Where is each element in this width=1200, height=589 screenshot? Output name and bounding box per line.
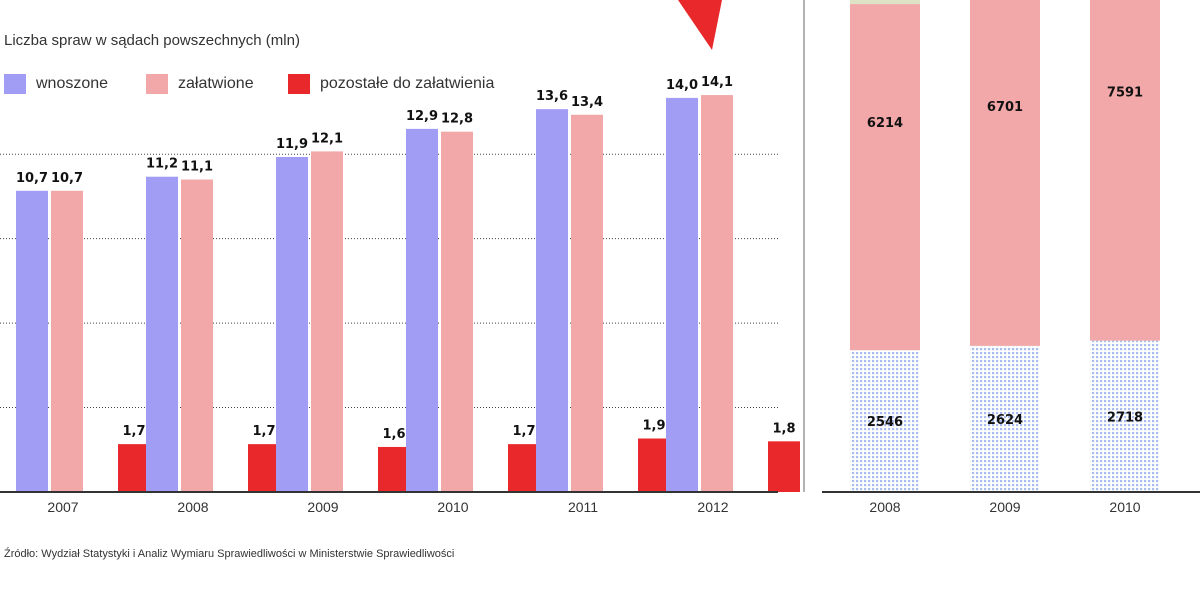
- bar-value-label: 14,1: [701, 75, 733, 90]
- legend-item-wnoszone: wnoszone: [4, 72, 108, 96]
- category-label: 2012: [697, 499, 728, 515]
- legend-item-zalatwione: załatwione: [146, 72, 254, 96]
- stack-bottom-2008: [850, 350, 920, 492]
- bar-value-label: 1,7: [122, 424, 145, 439]
- bar-2011-1: [571, 114, 603, 492]
- bar-value-label: 1,9: [642, 419, 665, 434]
- bar-2009-0: [276, 157, 308, 492]
- legend-label-wnoszone: wnoszone: [36, 75, 109, 92]
- bar-2011-2: [638, 438, 670, 492]
- bar-value-label: 11,2: [146, 157, 178, 172]
- bar-value-label: 1,7: [512, 424, 535, 439]
- bar-value-label: 13,6: [536, 89, 568, 104]
- bar-value-label: 1,8: [772, 421, 795, 436]
- bar-2010-1: [441, 131, 473, 492]
- legend-item-pozostale: pozostałe do załatwienia: [288, 72, 494, 96]
- stack-bottom-2009: [970, 345, 1040, 492]
- bar-value-label: 12,1: [311, 131, 343, 146]
- bar-value-label: 10,7: [16, 171, 48, 186]
- category-label: 2009: [307, 499, 338, 515]
- stack-middle-2010: [1090, 0, 1160, 341]
- category-label: 2009: [989, 499, 1020, 515]
- bar-value-label: 14,0: [666, 78, 698, 93]
- bar-2007-2: [118, 444, 150, 492]
- legend-label-pozostale: pozostałe do załatwienia: [320, 75, 495, 92]
- stack-bottom-2010: [1090, 340, 1160, 492]
- bar-2011-0: [536, 109, 568, 492]
- stack-middle-2009: [970, 0, 1040, 346]
- left-value-labels: 10,7 10,7 1,7 11,2 11,1 1,7 11,9 12,1 1,6 12,9 12,…: [16, 75, 796, 442]
- stack-value-label: 7591: [1107, 85, 1143, 100]
- category-label: 2007: [47, 499, 78, 515]
- right-category-labels: 2008 2009 2010: [869, 499, 1140, 515]
- stack-value-label: 6214: [867, 116, 903, 131]
- right-stacked-bars: [850, 0, 1160, 492]
- legend-swatch-pozostale: [288, 74, 310, 94]
- bar-value-label: 1,7: [252, 424, 275, 439]
- category-label: 2011: [568, 499, 598, 515]
- bar-2012-1: [701, 95, 733, 493]
- bar-2009-1: [311, 151, 343, 492]
- category-label: 2010: [437, 499, 468, 515]
- left-category-labels: 2007 2008 2009 2010 2011 2012: [47, 499, 728, 515]
- stack-value-label: 6701: [987, 100, 1023, 115]
- category-label: 2008: [869, 499, 900, 515]
- bar-2009-2: [378, 446, 410, 492]
- bar-2012-2: [768, 441, 800, 492]
- legend-label-zalatwione: załatwione: [178, 75, 254, 92]
- stack-value-label: 2546: [867, 415, 903, 430]
- stack-top-2008: [850, 0, 920, 5]
- stack-middle-2008: [850, 4, 920, 351]
- bar-value-label: 10,7: [51, 171, 83, 186]
- bar-value-label: 1,6: [382, 427, 405, 442]
- bar-value-label: 12,8: [441, 112, 473, 127]
- bar-2007-0: [16, 190, 48, 493]
- category-label: 2010: [1109, 499, 1140, 515]
- bar-value-label: 11,9: [276, 137, 308, 152]
- right-value-labels: 2546 6214 2624 6701 2718 7591: [867, 85, 1143, 430]
- source-note: Źródło: Wydział Statystyki i Analiz Wymi…: [4, 548, 455, 560]
- stack-value-label: 2718: [1107, 410, 1143, 425]
- bar-2007-1: [51, 190, 83, 493]
- legend-swatch-wnoszone: [4, 74, 26, 94]
- legend-swatch-zalatwione: [146, 74, 168, 94]
- gridlines: [0, 153, 778, 409]
- stack-value-label: 2624: [987, 413, 1023, 428]
- bar-2010-0: [406, 128, 438, 493]
- bar-2008-0: [146, 176, 178, 492]
- bar-2010-2: [508, 444, 540, 492]
- bar-value-label: 12,9: [406, 109, 438, 124]
- bar-value-label: 13,4: [571, 95, 603, 110]
- bar-2008-1: [181, 179, 213, 492]
- chart-title: Liczba spraw w sądach powszechnych (mln): [4, 32, 300, 49]
- red-arrow-marker: [678, 0, 722, 50]
- bar-2008-2: [248, 444, 280, 492]
- bar-value-label: 11,1: [181, 160, 213, 175]
- left-bars: [16, 95, 800, 493]
- category-label: 2008: [177, 499, 208, 515]
- bar-2012-0: [666, 97, 698, 493]
